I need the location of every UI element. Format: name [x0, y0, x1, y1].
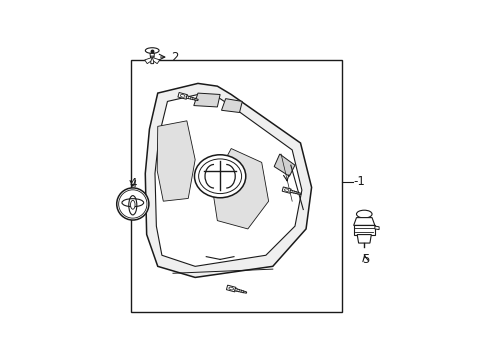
Ellipse shape: [145, 48, 159, 53]
Text: 3: 3: [281, 167, 288, 180]
Text: 5: 5: [361, 253, 368, 266]
Polygon shape: [157, 121, 195, 201]
Polygon shape: [152, 57, 160, 64]
Polygon shape: [193, 93, 220, 107]
Polygon shape: [150, 53, 154, 57]
Text: 4: 4: [129, 177, 136, 190]
Polygon shape: [144, 57, 152, 64]
Polygon shape: [353, 217, 374, 225]
Polygon shape: [145, 84, 311, 278]
Polygon shape: [226, 285, 236, 292]
Polygon shape: [353, 225, 374, 235]
Polygon shape: [186, 96, 198, 100]
Polygon shape: [274, 154, 294, 176]
Polygon shape: [289, 190, 301, 194]
Polygon shape: [374, 226, 378, 230]
Polygon shape: [221, 99, 242, 112]
Ellipse shape: [130, 201, 135, 209]
Circle shape: [117, 188, 148, 220]
Bar: [131, 60, 342, 312]
Polygon shape: [150, 56, 154, 64]
Text: 2: 2: [171, 50, 179, 64]
Ellipse shape: [356, 210, 371, 218]
Polygon shape: [178, 93, 187, 99]
Ellipse shape: [194, 155, 245, 198]
Polygon shape: [356, 235, 370, 243]
Text: -1: -1: [353, 175, 365, 188]
Polygon shape: [211, 149, 268, 229]
Polygon shape: [234, 288, 246, 293]
Polygon shape: [155, 94, 301, 266]
Polygon shape: [282, 187, 290, 193]
